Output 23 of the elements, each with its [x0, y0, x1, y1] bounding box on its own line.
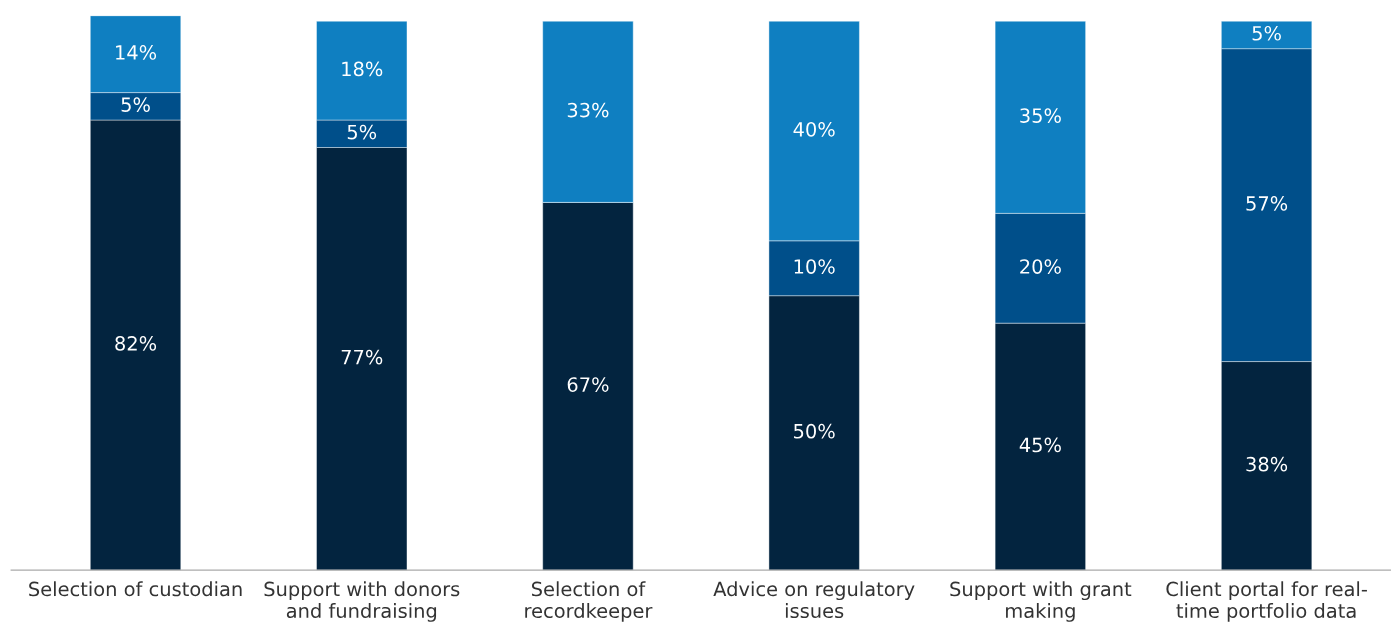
x-tick-label: Client portal for real- time portfolio data	[1166, 581, 1367, 622]
data-label: 50%	[794, 423, 835, 439]
data-label: 67%	[567, 377, 609, 392]
data-label: 57%	[1246, 196, 1288, 211]
data-label: 77%	[341, 349, 383, 365]
data-label: 14%	[116, 45, 157, 60]
x-tick-label: Support with donors and fundraising	[264, 581, 460, 622]
x-tick-label: Support with grant making	[950, 581, 1132, 622]
data-label: 40%	[793, 121, 835, 137]
data-label: 45%	[1019, 437, 1061, 453]
data-label: 20%	[1020, 259, 1061, 274]
data-label: 10%	[794, 259, 835, 274]
data-label: 5%	[121, 97, 150, 112]
data-label: 82%	[115, 336, 157, 351]
data-label: 18%	[342, 61, 383, 77]
data-label: 35%	[1020, 108, 1061, 123]
data-label: 5%	[1252, 25, 1281, 41]
x-tick-label: Selection of recordkeeper	[525, 581, 653, 622]
data-label: 5%	[347, 124, 377, 140]
x-tick-label: Selection of custodian	[29, 581, 242, 597]
data-label: 38%	[1246, 456, 1288, 472]
data-label: 33%	[567, 102, 609, 118]
x-tick-label: Advice on regulatory issues	[713, 581, 915, 619]
